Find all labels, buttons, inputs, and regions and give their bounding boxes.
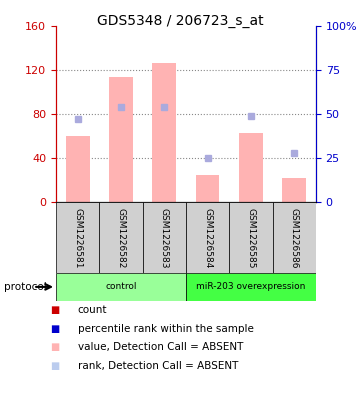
Text: GSM1226585: GSM1226585 [247, 208, 255, 268]
Bar [143, 202, 186, 273]
Bar [282, 178, 306, 202]
Text: ■: ■ [51, 324, 60, 334]
Bar [99, 202, 143, 273]
Text: value, Detection Call = ABSENT: value, Detection Call = ABSENT [78, 342, 243, 353]
Bar [56, 202, 99, 273]
Bar [66, 136, 90, 202]
Text: GSM1226584: GSM1226584 [203, 208, 212, 268]
Bar [152, 63, 176, 202]
Bar [273, 202, 316, 273]
Text: rank, Detection Call = ABSENT: rank, Detection Call = ABSENT [78, 361, 238, 371]
Bar [56, 273, 186, 301]
Bar [229, 202, 273, 273]
Text: miR-203 overexpression: miR-203 overexpression [196, 283, 305, 291]
Text: ■: ■ [51, 342, 60, 353]
Text: protocol: protocol [4, 282, 46, 292]
Bar [196, 175, 219, 202]
Text: control: control [105, 283, 137, 291]
Text: GSM1226581: GSM1226581 [73, 208, 82, 268]
Bar [109, 77, 133, 202]
Bar [186, 273, 316, 301]
Text: ■: ■ [51, 305, 60, 316]
Text: GSM1226583: GSM1226583 [160, 208, 169, 268]
Bar [186, 202, 229, 273]
Bar [239, 133, 263, 202]
Text: GSM1226586: GSM1226586 [290, 208, 299, 268]
Text: GDS5348 / 206723_s_at: GDS5348 / 206723_s_at [97, 14, 264, 28]
Text: GSM1226582: GSM1226582 [117, 208, 125, 268]
Text: count: count [78, 305, 107, 316]
Text: ■: ■ [51, 361, 60, 371]
Text: percentile rank within the sample: percentile rank within the sample [78, 324, 253, 334]
